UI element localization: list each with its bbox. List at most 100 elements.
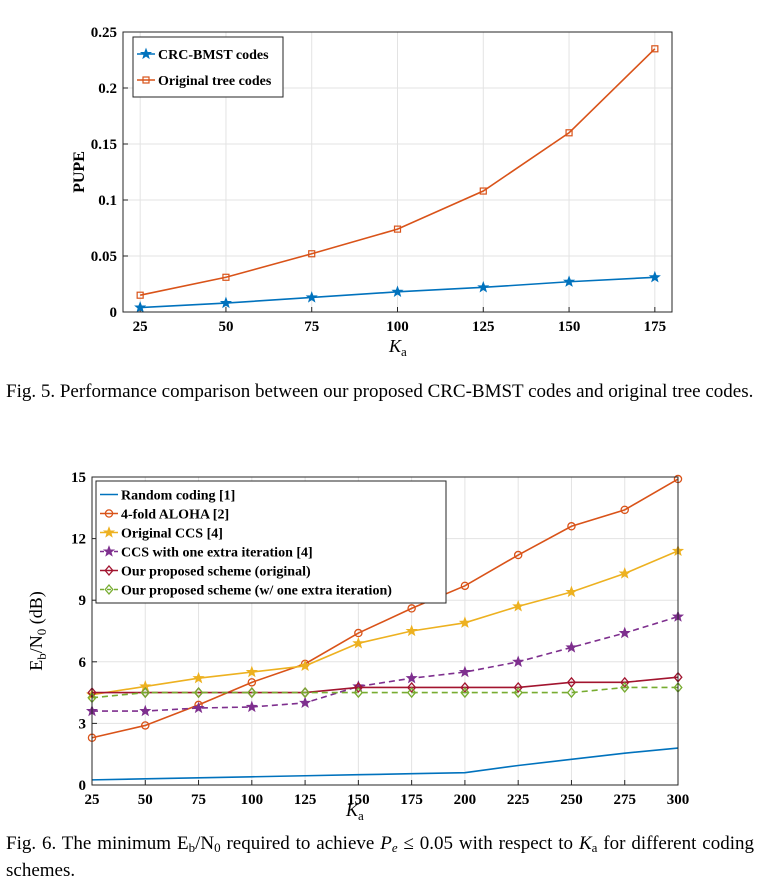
- data-point: [391, 285, 404, 297]
- pupe-chart: 25 50 75 100 125 150 175 0 0.05 0.1 0.15 0.2 0.25 PU…: [71, 25, 673, 359]
- data-point: [565, 641, 578, 653]
- data-point: [460, 687, 470, 699]
- chart1-series: [134, 45, 661, 313]
- series-line: [91, 686, 678, 699]
- legend-marker: [104, 583, 114, 596]
- x-tick-label: 75: [304, 319, 319, 335]
- legend-marker: [139, 47, 153, 60]
- legend-label: CCS with one extra iteration [4]: [121, 546, 313, 561]
- x-tick-label: 300: [667, 792, 690, 808]
- series-1: [91, 747, 679, 781]
- data-point: [407, 604, 416, 613]
- series-line: [139, 48, 656, 296]
- legend-entry: Original tree codes: [137, 74, 272, 89]
- data-point: [618, 567, 631, 579]
- y-tick-label: 3: [79, 716, 87, 732]
- legend-entry: 4-fold ALOHA [2]: [100, 508, 229, 523]
- data-point: [247, 687, 257, 699]
- y-tick-label: 0.1: [98, 193, 117, 209]
- data-point: [193, 687, 204, 699]
- data-point: [141, 721, 150, 730]
- figure6-caption: Fig. 6. The minimum Eb/N0 required to ac…: [6, 833, 754, 881]
- data-point: [512, 600, 525, 612]
- data-point: [563, 275, 576, 287]
- data-point: [460, 581, 470, 591]
- x-tick-label: 250: [560, 792, 583, 808]
- data-point: [513, 550, 523, 560]
- data-point: [192, 671, 205, 684]
- x-tick-label: 75: [191, 792, 206, 808]
- legend-entry: Original CCS [4]: [100, 526, 223, 542]
- data-point: [139, 704, 152, 717]
- data-point: [222, 273, 230, 281]
- legend-label: Our proposed scheme (w/ one extra iterat…: [121, 584, 392, 599]
- figure5-caption: Fig. 5. Performance comparison between o…: [6, 381, 754, 402]
- data-point: [354, 628, 363, 638]
- series-line: [91, 550, 679, 696]
- chart1-xlabel: Ka: [388, 336, 407, 359]
- data-point: [566, 687, 577, 699]
- y-tick-label: 6: [79, 655, 87, 671]
- data-point: [405, 624, 418, 637]
- series-line: [92, 676, 679, 694]
- data-point: [458, 616, 471, 628]
- legend-marker: [104, 564, 114, 577]
- data-point: [406, 681, 417, 693]
- series-3: [85, 544, 685, 700]
- series-6: [87, 681, 683, 704]
- legend-label: CRC-BMST codes: [158, 48, 269, 63]
- data-point: [565, 129, 573, 137]
- data-point: [566, 676, 577, 688]
- data-point: [245, 700, 258, 713]
- data-point: [651, 45, 659, 53]
- series-line: [91, 478, 679, 739]
- x-tick-label: 225: [507, 792, 530, 808]
- series-4: [85, 610, 685, 717]
- data-point: [620, 505, 629, 515]
- data-point: [512, 655, 525, 667]
- data-point: [513, 687, 523, 699]
- series-1: [134, 270, 661, 313]
- data-point: [618, 626, 631, 639]
- y-tick-label: 15: [71, 470, 86, 486]
- series-5: [87, 671, 683, 699]
- x-tick-label: 175: [400, 792, 423, 808]
- chart2-tick-labels: 25 50 75 100 125 150 175 200 225 250 275 300 0 3 6 9 12 1…: [71, 470, 689, 808]
- chart1-plot-frame: [122, 31, 673, 313]
- data-point: [477, 281, 490, 293]
- x-tick-label: 125: [294, 792, 317, 808]
- legend-label: 4-fold ALOHA [2]: [121, 508, 229, 523]
- y-tick-label: 0.25: [91, 25, 117, 41]
- x-tick-label: 125: [472, 319, 495, 335]
- x-tick-label: 50: [138, 792, 153, 808]
- data-point: [405, 671, 418, 684]
- x-tick-label: 25: [133, 319, 148, 335]
- legend-box: [95, 480, 447, 604]
- x-tick-label: 150: [558, 319, 581, 335]
- y-tick-label: 0.2: [98, 81, 117, 97]
- series-line: [92, 615, 679, 712]
- data-point: [620, 681, 630, 693]
- legend-entry: CRC-BMST codes: [137, 47, 269, 63]
- data-point: [219, 296, 232, 309]
- data-point: [352, 636, 365, 649]
- legend-label: Original CCS [4]: [121, 527, 223, 542]
- legend-entry: CCS with one extra iteration [4]: [100, 545, 313, 561]
- x-tick-label: 200: [454, 792, 477, 808]
- x-tick-label: 150: [347, 792, 370, 808]
- legend-marker: [104, 509, 114, 518]
- chart2-plot-frame: [91, 476, 679, 786]
- data-point: [134, 301, 147, 313]
- data-point: [513, 681, 523, 693]
- legend-marker: [102, 526, 116, 538]
- ebn0-chart: 25 50 75 100 125 150 175 200 225 250 275 300 0 3 6 9 12 1…: [26, 470, 689, 823]
- x-tick-label: 100: [241, 792, 264, 808]
- data-point: [458, 665, 471, 678]
- series-line: [91, 747, 679, 781]
- chart1-legend: CRC-BMST codes Original tree codes: [132, 36, 284, 98]
- data-point: [393, 225, 402, 233]
- data-point: [308, 250, 316, 258]
- legend-entry: Our proposed scheme (original): [100, 565, 311, 580]
- y-tick-label: 0.05: [91, 249, 117, 265]
- legend-marker: [142, 76, 150, 84]
